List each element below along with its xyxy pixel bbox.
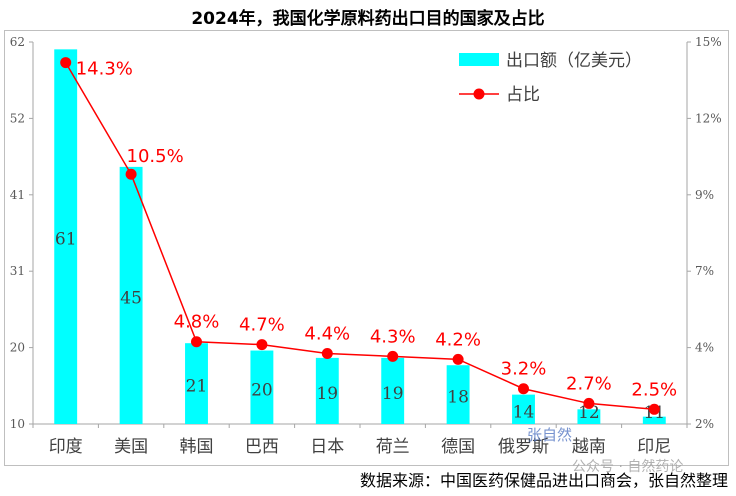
x-category-label: 美国 bbox=[114, 437, 148, 457]
y-right-tick-label: 4% bbox=[695, 341, 714, 355]
data-source-note: 数据来源：中国医药保健品进出口商会，张自然整理 bbox=[359, 471, 728, 490]
bar-value-label: 21 bbox=[186, 377, 208, 397]
x-category-label: 俄罗斯 bbox=[498, 437, 549, 457]
bar-value-label: 18 bbox=[447, 388, 469, 408]
chart-frame bbox=[4, 30, 729, 466]
x-category-label: 日本 bbox=[310, 437, 344, 457]
bar-印尼 bbox=[642, 416, 666, 424]
chart-title: 2024年，我国化学原料药出口目的国家及占比 bbox=[191, 9, 545, 29]
bar-value-label: 19 bbox=[382, 384, 404, 404]
share-data-label: 10.5% bbox=[127, 146, 184, 167]
y-right-tick-label: 12% bbox=[695, 111, 722, 125]
share-data-label: 4.7% bbox=[239, 315, 285, 336]
y-left-tick-label: 41 bbox=[10, 188, 25, 202]
bar-value-label: 19 bbox=[316, 384, 338, 404]
share-data-label: 4.8% bbox=[174, 312, 220, 333]
share-point-俄罗斯 bbox=[518, 383, 529, 395]
wechat-watermark: 公众号 · 自然药论 bbox=[572, 459, 684, 475]
y-left-tick-label: 31 bbox=[10, 264, 25, 278]
share-data-label: 3.2% bbox=[501, 359, 547, 380]
share-point-越南 bbox=[583, 397, 595, 409]
share-point-韩国 bbox=[191, 336, 202, 348]
share-point-印度 bbox=[60, 57, 72, 69]
bar-value-label: 61 bbox=[55, 230, 77, 250]
bar-value-label: 14 bbox=[513, 402, 535, 422]
x-category-label: 荷兰 bbox=[376, 437, 410, 457]
y-left-tick-label: 20 bbox=[10, 341, 25, 355]
bar-日本 bbox=[315, 357, 339, 424]
bar-越南 bbox=[577, 409, 601, 424]
share-point-荷兰 bbox=[387, 350, 399, 362]
bar-美国 bbox=[119, 166, 143, 424]
x-category-label: 巴西 bbox=[245, 437, 279, 457]
bar-俄罗斯 bbox=[512, 394, 535, 424]
y-right-tick-label: 9% bbox=[695, 188, 714, 202]
share-point-巴西 bbox=[256, 339, 268, 351]
share-data-label: 4.3% bbox=[370, 326, 416, 347]
bar-韩国 bbox=[185, 343, 208, 424]
y-left-tick-label: 52 bbox=[10, 111, 25, 125]
share-point-德国 bbox=[452, 353, 464, 365]
y-left-tick-label: 62 bbox=[10, 35, 25, 49]
legend-bar-label: 出口额（亿美元） bbox=[506, 51, 642, 71]
y-right-tick-label: 2% bbox=[695, 417, 714, 431]
bar-value-label: 45 bbox=[120, 288, 142, 308]
share-data-label: 2.5% bbox=[631, 379, 677, 400]
x-category-label: 韩国 bbox=[180, 437, 214, 457]
share-point-美国 bbox=[125, 168, 137, 180]
share-data-label: 4.4% bbox=[304, 323, 350, 344]
y-right-tick-label: 15% bbox=[695, 35, 722, 49]
share-point-印尼 bbox=[648, 403, 660, 415]
legend-line-marker bbox=[473, 88, 485, 100]
x-category-label: 印度 bbox=[49, 437, 83, 457]
y-left-tick-label: 10 bbox=[10, 417, 25, 431]
share-point-日本 bbox=[321, 347, 333, 359]
share-line bbox=[65, 62, 655, 411]
bar-value-label: 12 bbox=[578, 403, 600, 423]
bar-value-label: 20 bbox=[251, 380, 273, 400]
share-data-label: 2.7% bbox=[566, 373, 612, 394]
x-category-label: 印尼 bbox=[637, 437, 671, 457]
legend-bar-swatch bbox=[459, 53, 499, 66]
bar-德国 bbox=[446, 365, 470, 424]
legend-line-label: 占比 bbox=[506, 85, 540, 105]
bar-荷兰 bbox=[381, 357, 405, 424]
share-data-label: 14.3% bbox=[76, 59, 133, 80]
bar-印度 bbox=[54, 49, 78, 424]
y-right-tick-label: 7% bbox=[695, 264, 714, 278]
author-watermark: 张自然 bbox=[527, 426, 573, 444]
bar-巴西 bbox=[250, 350, 274, 424]
x-category-label: 德国 bbox=[441, 437, 475, 457]
share-data-label: 4.2% bbox=[435, 329, 481, 350]
x-category-label: 越南 bbox=[572, 437, 606, 457]
